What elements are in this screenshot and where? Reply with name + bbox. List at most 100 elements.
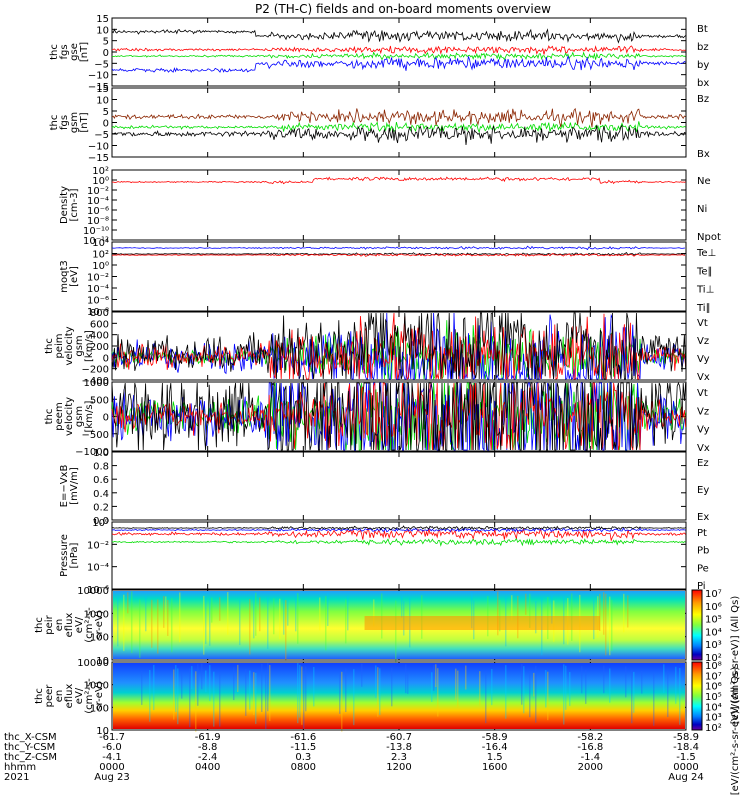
ytick-label-fgs-gsm-2: 5 (103, 107, 109, 118)
spectrogram-peir-streak (395, 600, 397, 663)
ytick-label-peir-eflux-3: 10 (96, 656, 109, 667)
ytick-label-peim-velocity-1: 600 (90, 319, 109, 330)
spectrogram-peer-border (111, 661, 687, 731)
spectrogram-peer-streak (407, 672, 409, 694)
colorbar-tick-peir-eflux-2: 10⁵ (705, 615, 722, 626)
spectrogram-peir-streak (605, 593, 607, 656)
colorbar-tick-peer-eflux-0: 10⁸ (705, 661, 722, 672)
legend-density-1: Ni (697, 204, 707, 215)
ytick-label-peer-eflux-3: 10 (96, 726, 109, 737)
ephem-value-2-1: -2.4 (198, 752, 218, 763)
legend-efield-0: Ez (697, 458, 709, 469)
spectrogram-peer-streak (313, 666, 315, 707)
ylabel-temperature-0: moqt3 (59, 260, 70, 293)
ytick-label-density-3: 10⁻⁴ (87, 196, 109, 207)
ephem-value-0-1: -61.9 (195, 732, 221, 743)
ytick-label-fgs-gsm-4: −5 (94, 130, 109, 141)
ytick-label-peer-eflux-1: 1000 (84, 681, 109, 692)
ylabel-peem-velocity-0: thc (44, 409, 55, 425)
ylabel-efield-1: [mV/m] (69, 467, 80, 505)
spectrogram-peir-streak (171, 598, 173, 653)
legend-temperature-3: Ti∥ (696, 303, 711, 314)
spectrogram-peer-streak (297, 663, 299, 724)
spectrogram-peer-streak (679, 667, 681, 725)
chart-title: P2 (TH-C) fields and on-board moments ov… (255, 2, 551, 16)
ylabel-fgs-gsm-3: [nT] (79, 112, 90, 132)
spectrogram-peer-streak (219, 671, 221, 727)
spectrogram-peir-streak (123, 594, 125, 652)
legend-fgs-gsm-0: Bz (697, 94, 709, 105)
spectrogram-peer-streak (213, 671, 215, 727)
spectrogram-peir-streak (259, 597, 261, 632)
trace-peem-vx (111, 382, 686, 452)
spectrogram-peer-streak (609, 668, 611, 703)
spectrogram-peer (111, 661, 687, 732)
spectrogram-peer-streak (233, 667, 235, 701)
ytick-label-density-5: 10⁻⁸ (87, 216, 109, 227)
ytick-label-temperature-6: 10⁻⁸ (87, 307, 109, 318)
spectrogram-peer-streak (455, 668, 457, 700)
ephem-value-1-0: -6.0 (102, 742, 122, 753)
spectrogram-peer-streak (305, 666, 307, 712)
spectrogram-peer-streak (301, 666, 303, 725)
spectrogram-peer-streak (505, 665, 507, 719)
ylabel-peer-eflux-3: eflux (64, 684, 75, 709)
ytick-label-peem-velocity-2: 0 (103, 413, 109, 424)
legend-efield-1: Ey (697, 485, 709, 496)
spectrogram-peir-streak (239, 600, 241, 646)
ephem-value-2-2: 0.3 (295, 752, 311, 763)
ylabel-density-1: [cm-3] (69, 188, 80, 221)
spectrogram-peer-streak (141, 670, 143, 705)
spectrogram-peer-streak (431, 672, 433, 702)
spectrogram-peer-streak (529, 670, 531, 718)
spectrogram-peir-streak (297, 592, 299, 644)
spectrogram-peir-streak (117, 597, 119, 647)
ylabel-peer-eflux-4: eV/ (74, 687, 85, 704)
ephem-value-0-6: -58.9 (673, 732, 699, 743)
ytick-label-peem-velocity-1: 500 (90, 395, 109, 406)
ytick-label-fgs-gse-2: 5 (103, 37, 109, 48)
spectrogram-peer-streak (625, 666, 627, 698)
ytick-label-peim-velocity-6: −400 (82, 376, 109, 387)
ytick-label-pressure-0: 10⁰ (92, 518, 109, 529)
ytick-label-density-6: 10⁻¹⁰ (83, 226, 109, 237)
ytick-label-fgs-gsm-0: 15 (96, 84, 109, 95)
ylabel-peir-eflux-6: sr-eV) (94, 610, 105, 639)
spectrogram-peer-streak (173, 669, 175, 720)
spectrogram-peir-streak (157, 599, 159, 654)
ytick-label-peir-eflux-0: 10000 (77, 586, 109, 597)
ephem-value-0-5: -58.2 (577, 732, 603, 743)
spectrogram-peer-streak (585, 669, 587, 704)
ytick-label-fgs-gsm-6: −15 (88, 153, 109, 164)
ytick-label-peir-eflux-1: 1000 (84, 609, 109, 620)
ytick-label-temperature-4: 10⁻⁴ (87, 284, 109, 295)
spectrogram-peir-streak (203, 595, 205, 655)
spectrogram-peer-streak (267, 663, 269, 712)
ytick-label-efield-5: 0.0 (93, 516, 109, 527)
spectrogram-peer-streak (633, 671, 635, 713)
trace-bx (111, 55, 686, 73)
spectrogram-peir-streak (471, 592, 473, 629)
spectrogram-peer-streak (391, 667, 393, 707)
spectrogram-peir-streak (167, 599, 169, 636)
ylabel-peer-eflux-6: sr-eV) (94, 681, 105, 710)
ytick-label-fgs-gsm-5: −10 (88, 142, 109, 153)
ytick-label-density-2: 10⁻² (87, 186, 109, 197)
trace-peem-vt (111, 381, 686, 451)
legend-efield-2: Ex (697, 512, 709, 523)
xtick-label-4: 1600 (482, 762, 507, 773)
spectrogram-peer-streak (479, 671, 481, 706)
spectrogram-peer-streak (663, 664, 665, 693)
ylabel-peir-eflux-3: eflux (64, 613, 75, 638)
legend-fgs-gse-3: bx (697, 78, 709, 89)
spectrogram-peir-streak (497, 591, 499, 636)
ylabel-peer-eflux-0: thc (34, 688, 45, 704)
spectrogram-peer-streak (299, 664, 301, 718)
legend-peem-velocity-1: Vz (697, 406, 709, 417)
spectrogram-peir-streak (131, 591, 133, 653)
xtick-label-0: 0000 (99, 762, 124, 773)
spectrogram-peir-streak (347, 595, 349, 631)
ytick-label-peer-eflux-0: 10000 (77, 658, 109, 669)
